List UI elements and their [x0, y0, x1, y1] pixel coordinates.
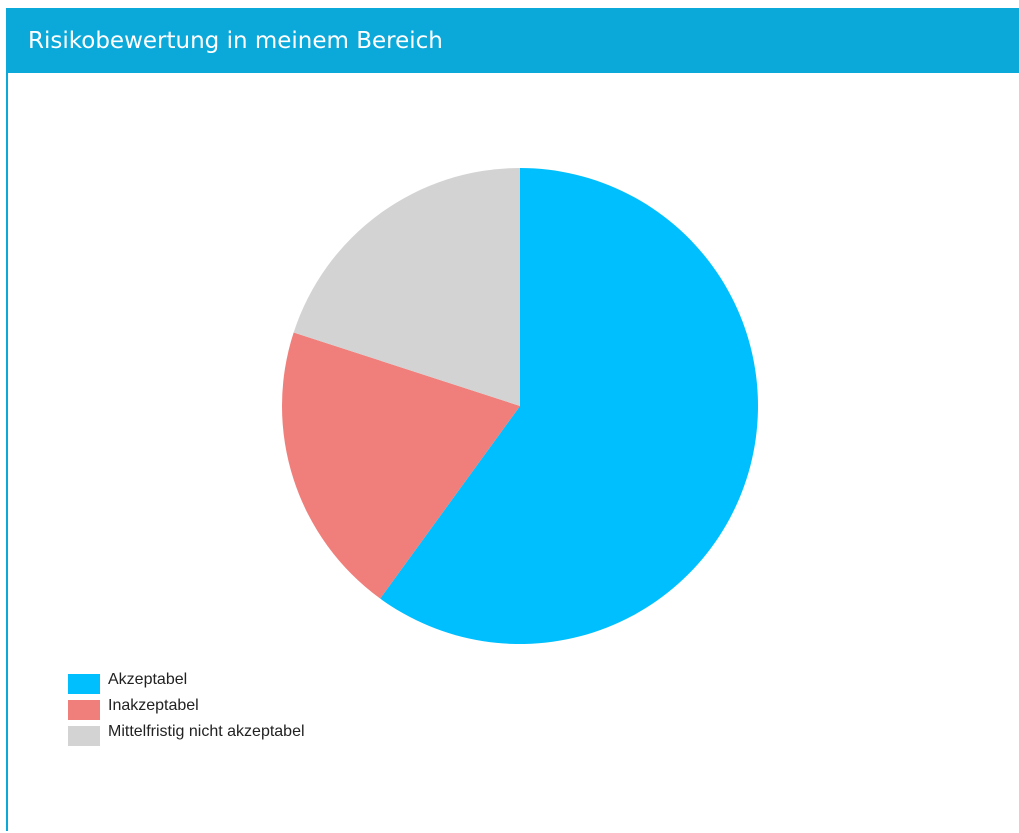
legend-item-akzeptabel: Akzeptabel	[68, 671, 305, 697]
legend-label: Akzeptabel	[108, 671, 188, 688]
panel-header: Risikobewertung in meinem Bereich	[8, 9, 1019, 73]
legend-label: Inakzeptabel	[108, 697, 199, 714]
panel-title: Risikobewertung in meinem Bereich	[28, 28, 443, 54]
pie-slice-akzeptabel	[380, 168, 758, 644]
legend-label: Mittelfristig nicht akzeptabel	[108, 723, 305, 740]
legend-swatch	[68, 726, 100, 746]
legend-item-mittelfristig: Mittelfristig nicht akzeptabel	[68, 723, 305, 749]
pie-slice-mittelfristig	[293, 168, 520, 406]
chart-panel: Risikobewertung in meinem Bereich Akzept…	[6, 8, 1019, 831]
pie-slice-inakzeptabel	[281, 332, 520, 599]
legend: Akzeptabel Inakzeptabel Mittelfristig ni…	[68, 671, 305, 749]
chart-area: Akzeptabel Inakzeptabel Mittelfristig ni…	[8, 73, 1019, 831]
legend-swatch	[68, 674, 100, 694]
pie-chart	[281, 168, 758, 644]
legend-swatch	[68, 700, 100, 720]
legend-item-inakzeptabel: Inakzeptabel	[68, 697, 305, 723]
